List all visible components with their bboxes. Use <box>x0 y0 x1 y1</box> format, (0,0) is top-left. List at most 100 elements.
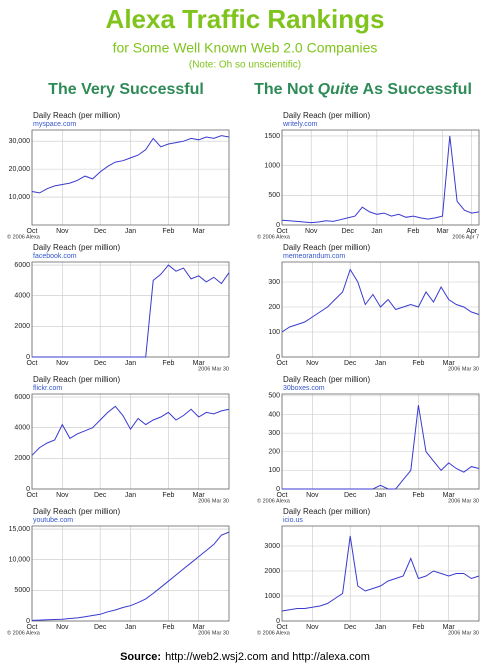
x-tick-label: Feb <box>162 360 174 367</box>
x-tick-label: Nov <box>305 228 318 235</box>
plot-frame <box>281 393 480 490</box>
date: 2006 Mar 30 <box>198 498 229 504</box>
site-link: myspace.com <box>33 121 76 128</box>
y-tick-label: 2000 <box>14 455 30 462</box>
x-tick-label: Feb <box>162 624 174 631</box>
x-tick-label: Jan <box>125 624 136 631</box>
y-tick-label: 0 <box>276 486 280 493</box>
chart-title: Daily Reach (per million) <box>283 111 370 120</box>
y-tick-label: 200 <box>268 449 280 456</box>
line <box>31 135 230 194</box>
x-tick-label: Nov <box>56 228 69 235</box>
x-tick-label: Oct <box>27 492 38 499</box>
x-tick-label: Oct <box>27 228 38 235</box>
y-tick-label: 20,000 <box>9 166 31 173</box>
column-header-part: Quite <box>318 81 359 98</box>
page-subtitle: for Some Well Known Web 2.0 Companies <box>113 40 378 56</box>
chart-title: Daily Reach (per million) <box>283 243 370 252</box>
y-tick-label: 0 <box>276 222 280 229</box>
x-tick-label: Oct <box>277 624 288 631</box>
x-tick-label: Nov <box>306 360 319 367</box>
y-tick-label: 15,000 <box>9 526 31 533</box>
y-tick-label: 0 <box>26 618 30 625</box>
x-tick-label: Nov <box>56 492 69 499</box>
copyright: © 2006 Alexa <box>257 629 291 636</box>
x-tick-label: Mar <box>443 624 456 631</box>
y-tick-label: 400 <box>268 411 280 418</box>
y-tick-label: 100 <box>268 329 280 336</box>
x-tick-label: Feb <box>162 228 174 235</box>
x-tick-label: Oct <box>277 360 288 367</box>
chart-title: Daily Reach (per million) <box>283 507 370 516</box>
x-tick-label: Feb <box>407 228 419 235</box>
y-tick-label: 500 <box>268 192 280 199</box>
x-tick-label: Dec <box>344 624 357 631</box>
x-tick-label: Oct <box>277 228 288 235</box>
y-tick-label: 1000 <box>264 162 280 169</box>
y-tick-label: 1500 <box>264 133 280 140</box>
date: 2006 Mar 30 <box>448 630 479 636</box>
x-tick-label: Feb <box>412 624 424 631</box>
plot-frame <box>281 129 480 226</box>
x-tick-label: Dec <box>94 624 107 631</box>
x-tick-label: Apr <box>466 228 478 235</box>
y-tick-label: 2000 <box>14 323 30 330</box>
line <box>31 405 230 456</box>
x-tick-label: Jan <box>125 360 136 367</box>
y-tick-label: 0 <box>26 354 30 361</box>
source-label: Source: <box>120 651 161 663</box>
x-tick-label: Mar <box>443 492 456 499</box>
x-tick-label: Mar <box>193 228 206 235</box>
x-tick-label: Dec <box>341 228 354 235</box>
column-header-part: As Successful <box>363 81 472 98</box>
source: Source: http://web2.wsj2.com and http://a… <box>120 651 370 663</box>
x-tick-label: Dec <box>94 492 107 499</box>
x-tick-label: Jan <box>125 228 136 235</box>
y-tick-label: 300 <box>268 279 280 286</box>
x-tick-label: Nov <box>56 360 69 367</box>
x-tick-label: Feb <box>162 492 174 499</box>
chart-title: Daily Reach (per million) <box>33 243 120 252</box>
column-header: The Very Successful <box>48 81 204 98</box>
line <box>281 135 480 224</box>
y-tick-label: 0 <box>276 354 280 361</box>
x-tick-label: Dec <box>94 360 107 367</box>
site-link: flickr.com <box>33 385 62 392</box>
y-tick-label: 500 <box>268 393 280 400</box>
y-tick-label: 6000 <box>14 394 30 401</box>
x-tick-label: Jan <box>375 360 386 367</box>
copyright: © 2006 Alexa <box>7 629 41 636</box>
y-tick-label: 2000 <box>264 568 280 575</box>
page-note: (Note: Oh so unscientific) <box>189 60 301 71</box>
x-tick-label: Dec <box>344 492 357 499</box>
chart-title: Daily Reach (per million) <box>283 375 370 384</box>
line <box>282 405 480 490</box>
plot-frame <box>31 525 230 622</box>
x-tick-label: Feb <box>412 360 424 367</box>
x-tick-label: Nov <box>306 492 319 499</box>
x-tick-label: Jan <box>125 492 136 499</box>
x-tick-label: Oct <box>277 492 288 499</box>
date: 2006 Mar 30 <box>448 366 479 372</box>
plot-frame <box>281 261 480 358</box>
line <box>31 531 230 621</box>
y-tick-label: 6000 <box>14 262 30 269</box>
x-tick-label: Feb <box>412 492 424 499</box>
x-tick-label: Dec <box>94 228 107 235</box>
site-link: icio.us <box>283 517 303 524</box>
x-tick-label: Jan <box>371 228 382 235</box>
date: 2006 Mar 30 <box>448 498 479 504</box>
y-tick-label: 0 <box>276 618 280 625</box>
plot-frame <box>281 525 480 622</box>
y-tick-label: 100 <box>268 467 280 474</box>
x-tick-label: Nov <box>56 624 69 631</box>
chart-title: Daily Reach (per million) <box>33 507 120 516</box>
x-tick-label: Nov <box>306 624 319 631</box>
y-tick-label: 300 <box>268 430 280 437</box>
site-link: 30boxes.com <box>283 385 325 392</box>
line <box>32 264 230 358</box>
site-link: memeorandum.com <box>283 253 345 260</box>
y-tick-label: 3000 <box>264 543 280 550</box>
y-tick-label: 5000 <box>14 587 30 594</box>
